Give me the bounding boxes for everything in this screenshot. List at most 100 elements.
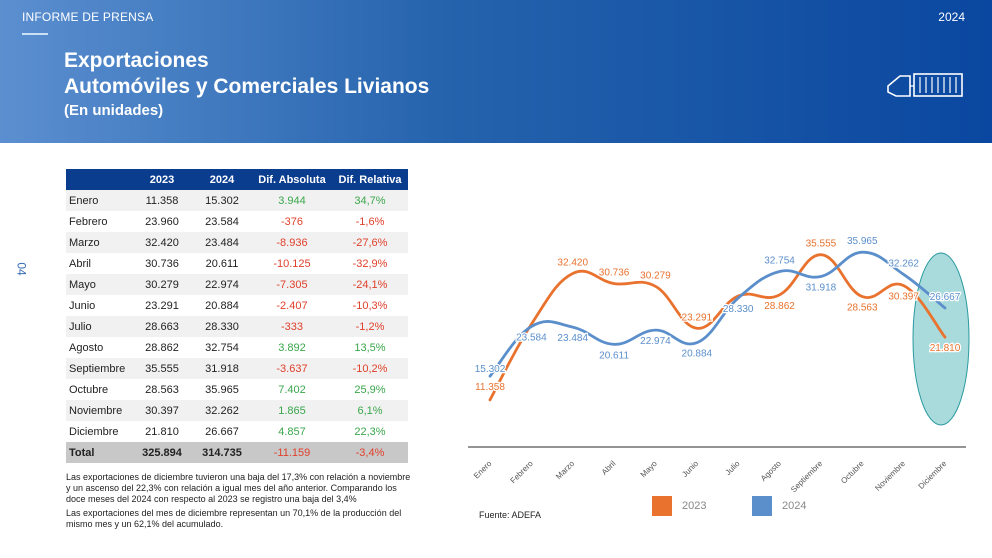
- cell-abs-diff: -7.305: [252, 274, 332, 295]
- cell-month: Enero: [66, 190, 132, 211]
- cell-month: Julio: [66, 316, 132, 337]
- cell-month: Febrero: [69, 215, 108, 228]
- cell-abs-diff: -333: [252, 316, 332, 337]
- cell-abs-diff: 3.944: [252, 190, 332, 211]
- cell-abs-diff: 7.402: [278, 383, 306, 396]
- cell-total-rel: -3,4%: [332, 442, 408, 463]
- table-row: Enero 11.358 15.302 3.944 34,7%: [66, 190, 408, 211]
- cell-2024: 35.965: [205, 383, 239, 396]
- data-label-2024: 31.918: [806, 282, 837, 293]
- legend-item-2023: 2023: [652, 496, 706, 516]
- data-label-2023: 32.420: [557, 257, 588, 268]
- cell-2023: 30.736: [145, 257, 179, 270]
- data-label-2024: 26.667: [930, 292, 961, 303]
- cell-rel-diff: 34,7%: [332, 190, 408, 211]
- page-number: 04: [14, 262, 29, 276]
- cell-abs-diff: 4.857: [278, 425, 306, 438]
- cell-abs-diff: 3.892: [278, 341, 306, 354]
- cell-2023: 28.862: [145, 341, 179, 354]
- cell-rel-diff: 25,9%: [354, 383, 386, 396]
- table-row: Noviembre 30.397 32.262 1.865 6,1%: [66, 400, 408, 421]
- x-tick-label: Junio: [680, 459, 700, 479]
- table-row: Octubre 28.563 35.965 7.402 25,9%: [66, 379, 408, 400]
- table-row: Agosto 28.862 32.754 3.892 13,5%: [66, 337, 408, 358]
- data-label-2023: 11.358: [475, 382, 505, 393]
- table-row: Abril 30.736 20.611 -10.125 -32,9%: [66, 253, 408, 274]
- cell-2024: 28.330: [192, 316, 252, 337]
- cell-2024: 20.884: [205, 299, 239, 312]
- cell-2023: 30.397: [132, 400, 192, 421]
- data-label-2023: 35.555: [806, 239, 837, 250]
- legend-swatch-2024: [752, 496, 772, 516]
- cell-2023: 30.279: [132, 274, 192, 295]
- cell-2024: 20.611: [205, 257, 239, 270]
- cell-2024: 23.584: [205, 215, 239, 228]
- table-row: Marzo 32.420 23.484 -8.936 -27,6%: [66, 232, 408, 253]
- data-label-2023: 28.862: [764, 301, 795, 312]
- notes: Las exportaciones de diciembre tuvieron …: [66, 472, 411, 533]
- cell-2024: 26.667: [205, 425, 239, 438]
- cell-abs-diff: -376: [280, 215, 304, 228]
- table-row: Julio 28.663 28.330 -333 -1,2%: [66, 316, 408, 337]
- col-month-header: [66, 169, 132, 190]
- data-label-2024: 20.884: [682, 349, 713, 360]
- cell-2024: 32.754: [205, 341, 239, 354]
- cell-rel-diff: -24,1%: [332, 274, 408, 295]
- header-divider: [22, 33, 48, 35]
- col-2023-header: 2023: [132, 169, 192, 190]
- cell-2023: 28.663: [132, 316, 192, 337]
- x-tick-label: Febrero: [509, 459, 536, 486]
- exports-table: 2023 2024 Dif. Absoluta Dif. Relativa En…: [66, 169, 408, 463]
- x-tick-label: Octubre: [839, 459, 866, 486]
- x-tick-label: Abril: [600, 459, 618, 477]
- x-tick-label: Diciembre: [917, 459, 949, 491]
- note-paragraph: Las exportaciones de diciembre tuvieron …: [66, 472, 411, 504]
- x-tick-label: Marzo: [554, 459, 576, 481]
- cell-abs-diff: -8.936: [252, 232, 332, 253]
- cell-rel-diff: 6,1%: [332, 400, 408, 421]
- cell-rel-diff: 13,5%: [354, 341, 386, 354]
- data-label-2024: 23.484: [557, 333, 588, 344]
- header-banner: INFORME DE PRENSA 2024 Exportaciones Aut…: [0, 0, 992, 143]
- cell-month: Septiembre: [66, 358, 132, 379]
- report-year: 2024: [938, 10, 965, 24]
- cell-2023: 32.420: [132, 232, 192, 253]
- cell-2024: 23.484: [192, 232, 252, 253]
- series-line-2023: [488, 253, 947, 402]
- cell-rel-diff: -1,6%: [355, 215, 385, 228]
- data-label-2024: 22.974: [640, 336, 671, 347]
- cell-abs-diff: -10.125: [273, 257, 311, 270]
- cell-month: Agosto: [69, 341, 104, 354]
- cell-rel-diff: -27,6%: [332, 232, 408, 253]
- cell-month: Diciembre: [69, 425, 119, 438]
- table-total-row: Total 325.894 314.735 -11.159 -3,4%: [66, 442, 408, 463]
- table-row: Mayo 30.279 22.974 -7.305 -24,1%: [66, 274, 408, 295]
- page-title: Exportaciones Automóviles y Comerciales …: [64, 48, 429, 122]
- cell-abs-diff: -3.637: [252, 358, 332, 379]
- data-label-2024: 23.584: [516, 332, 547, 343]
- legend-item-2024: 2024: [752, 496, 806, 516]
- cell-rel-diff: 22,3%: [354, 425, 386, 438]
- data-label-2023: 30.736: [599, 268, 630, 279]
- col-abs-header: Dif. Absoluta: [252, 169, 332, 190]
- legend-label-2024: 2024: [782, 500, 807, 512]
- cell-total-2023: 325.894: [132, 442, 192, 463]
- table-row: Junio 23.291 20.884 -2.407 -10,3%: [66, 295, 408, 316]
- x-tick-label: Septiembre: [789, 459, 825, 492]
- x-tick-label: Agosto: [759, 459, 783, 483]
- cell-total-label: Total: [66, 442, 132, 463]
- data-label-2023: 30.279: [640, 270, 671, 281]
- cell-month: Junio: [69, 299, 96, 312]
- x-tick-label: Julio: [724, 459, 742, 477]
- cell-rel-diff: -10,2%: [332, 358, 408, 379]
- data-label-2023: 30.397: [888, 292, 919, 303]
- export-truck-icon: [887, 73, 963, 97]
- table-row: Febrero 23.960 23.584 -376 -1,6%: [66, 211, 408, 232]
- table-row: Diciembre 21.810 26.667 4.857 22,3%: [66, 421, 408, 442]
- col-rel-header: Dif. Relativa: [332, 169, 408, 190]
- col-2024-header: 2024: [192, 169, 252, 190]
- cell-2023: 23.960: [145, 215, 179, 228]
- table-row: Septiembre 35.555 31.918 -3.637 -10,2%: [66, 358, 408, 379]
- cell-2024: 15.302: [192, 190, 252, 211]
- cell-2023: 11.358: [132, 190, 192, 211]
